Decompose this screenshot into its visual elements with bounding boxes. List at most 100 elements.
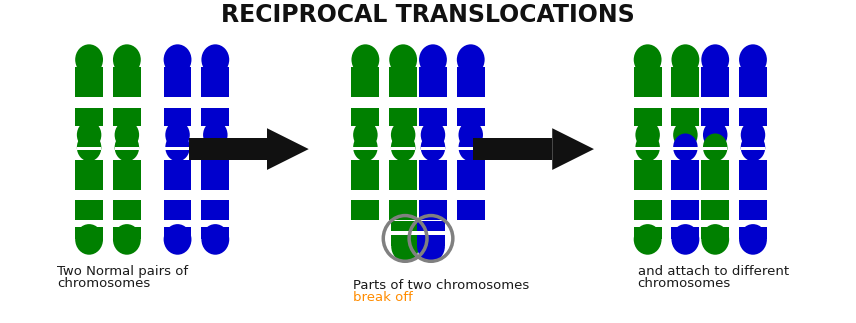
Bar (671, 200, 699, 220)
Bar (163, 190, 192, 200)
Ellipse shape (352, 44, 379, 75)
Bar (389, 126, 417, 135)
Ellipse shape (115, 133, 140, 161)
Ellipse shape (740, 133, 765, 161)
Bar (701, 220, 729, 227)
Bar (701, 227, 729, 239)
Bar (163, 67, 192, 97)
Bar (671, 160, 699, 190)
Bar (419, 67, 447, 97)
Bar (701, 67, 729, 97)
Ellipse shape (165, 121, 190, 149)
Bar (701, 108, 729, 126)
Bar (389, 220, 417, 227)
Bar (419, 190, 447, 200)
Bar (633, 220, 662, 227)
Bar (75, 97, 103, 108)
Bar (701, 190, 729, 200)
Bar (633, 97, 662, 108)
Bar (75, 227, 103, 239)
Ellipse shape (354, 121, 377, 149)
Ellipse shape (673, 121, 698, 149)
Text: chromosomes: chromosomes (638, 277, 731, 290)
Bar (163, 108, 192, 126)
Ellipse shape (671, 224, 699, 255)
Bar (201, 190, 229, 200)
Ellipse shape (459, 133, 483, 161)
Bar (354, 147, 377, 151)
Bar (389, 160, 417, 190)
Bar (703, 147, 728, 151)
Bar (417, 231, 445, 235)
Bar (391, 221, 419, 246)
Bar (352, 97, 379, 108)
Bar (419, 126, 447, 135)
Bar (163, 160, 192, 190)
Bar (739, 190, 767, 200)
Bar (352, 160, 379, 190)
Ellipse shape (165, 133, 190, 161)
Bar (201, 160, 229, 190)
Ellipse shape (633, 224, 662, 255)
Bar (671, 108, 699, 126)
Bar (701, 126, 729, 135)
Bar (633, 160, 662, 190)
Text: Parts of two chromosomes: Parts of two chromosomes (354, 279, 530, 292)
Ellipse shape (421, 121, 445, 149)
Bar (701, 160, 729, 190)
Ellipse shape (391, 231, 419, 262)
Bar (163, 97, 192, 108)
Bar (75, 108, 103, 126)
Ellipse shape (113, 224, 140, 255)
Ellipse shape (701, 224, 729, 255)
Ellipse shape (163, 224, 192, 255)
Bar (75, 190, 103, 200)
Bar (739, 67, 767, 97)
Bar (389, 108, 417, 126)
Bar (417, 221, 445, 246)
Bar (457, 108, 484, 126)
Ellipse shape (389, 44, 417, 75)
Ellipse shape (703, 121, 728, 149)
Bar (203, 147, 228, 151)
Ellipse shape (391, 121, 415, 149)
Ellipse shape (701, 44, 729, 75)
Bar (113, 126, 140, 135)
Bar (113, 200, 140, 220)
Ellipse shape (421, 133, 445, 161)
Bar (75, 126, 103, 135)
Bar (419, 220, 447, 227)
Bar (163, 220, 192, 227)
Bar (701, 200, 729, 220)
Polygon shape (267, 128, 309, 170)
Bar (457, 97, 484, 108)
Ellipse shape (201, 44, 229, 75)
Ellipse shape (163, 44, 192, 75)
Bar (457, 220, 484, 227)
Ellipse shape (75, 44, 103, 75)
Bar (115, 147, 140, 151)
Bar (739, 200, 767, 220)
Bar (671, 220, 699, 227)
Ellipse shape (457, 44, 484, 75)
Polygon shape (552, 128, 594, 170)
Bar (352, 190, 379, 200)
Ellipse shape (77, 133, 101, 161)
Bar (75, 220, 103, 227)
Ellipse shape (740, 121, 765, 149)
Bar (389, 190, 417, 200)
Bar (701, 97, 729, 108)
Bar (739, 97, 767, 108)
Bar (633, 227, 662, 239)
Bar (739, 126, 767, 135)
Ellipse shape (75, 224, 103, 255)
Bar (113, 160, 140, 190)
Ellipse shape (391, 133, 415, 161)
Bar (113, 108, 140, 126)
Bar (671, 190, 699, 200)
Ellipse shape (635, 121, 660, 149)
Bar (457, 126, 484, 135)
Text: and attach to different: and attach to different (638, 265, 789, 278)
Bar (457, 200, 484, 220)
Bar (457, 160, 484, 190)
